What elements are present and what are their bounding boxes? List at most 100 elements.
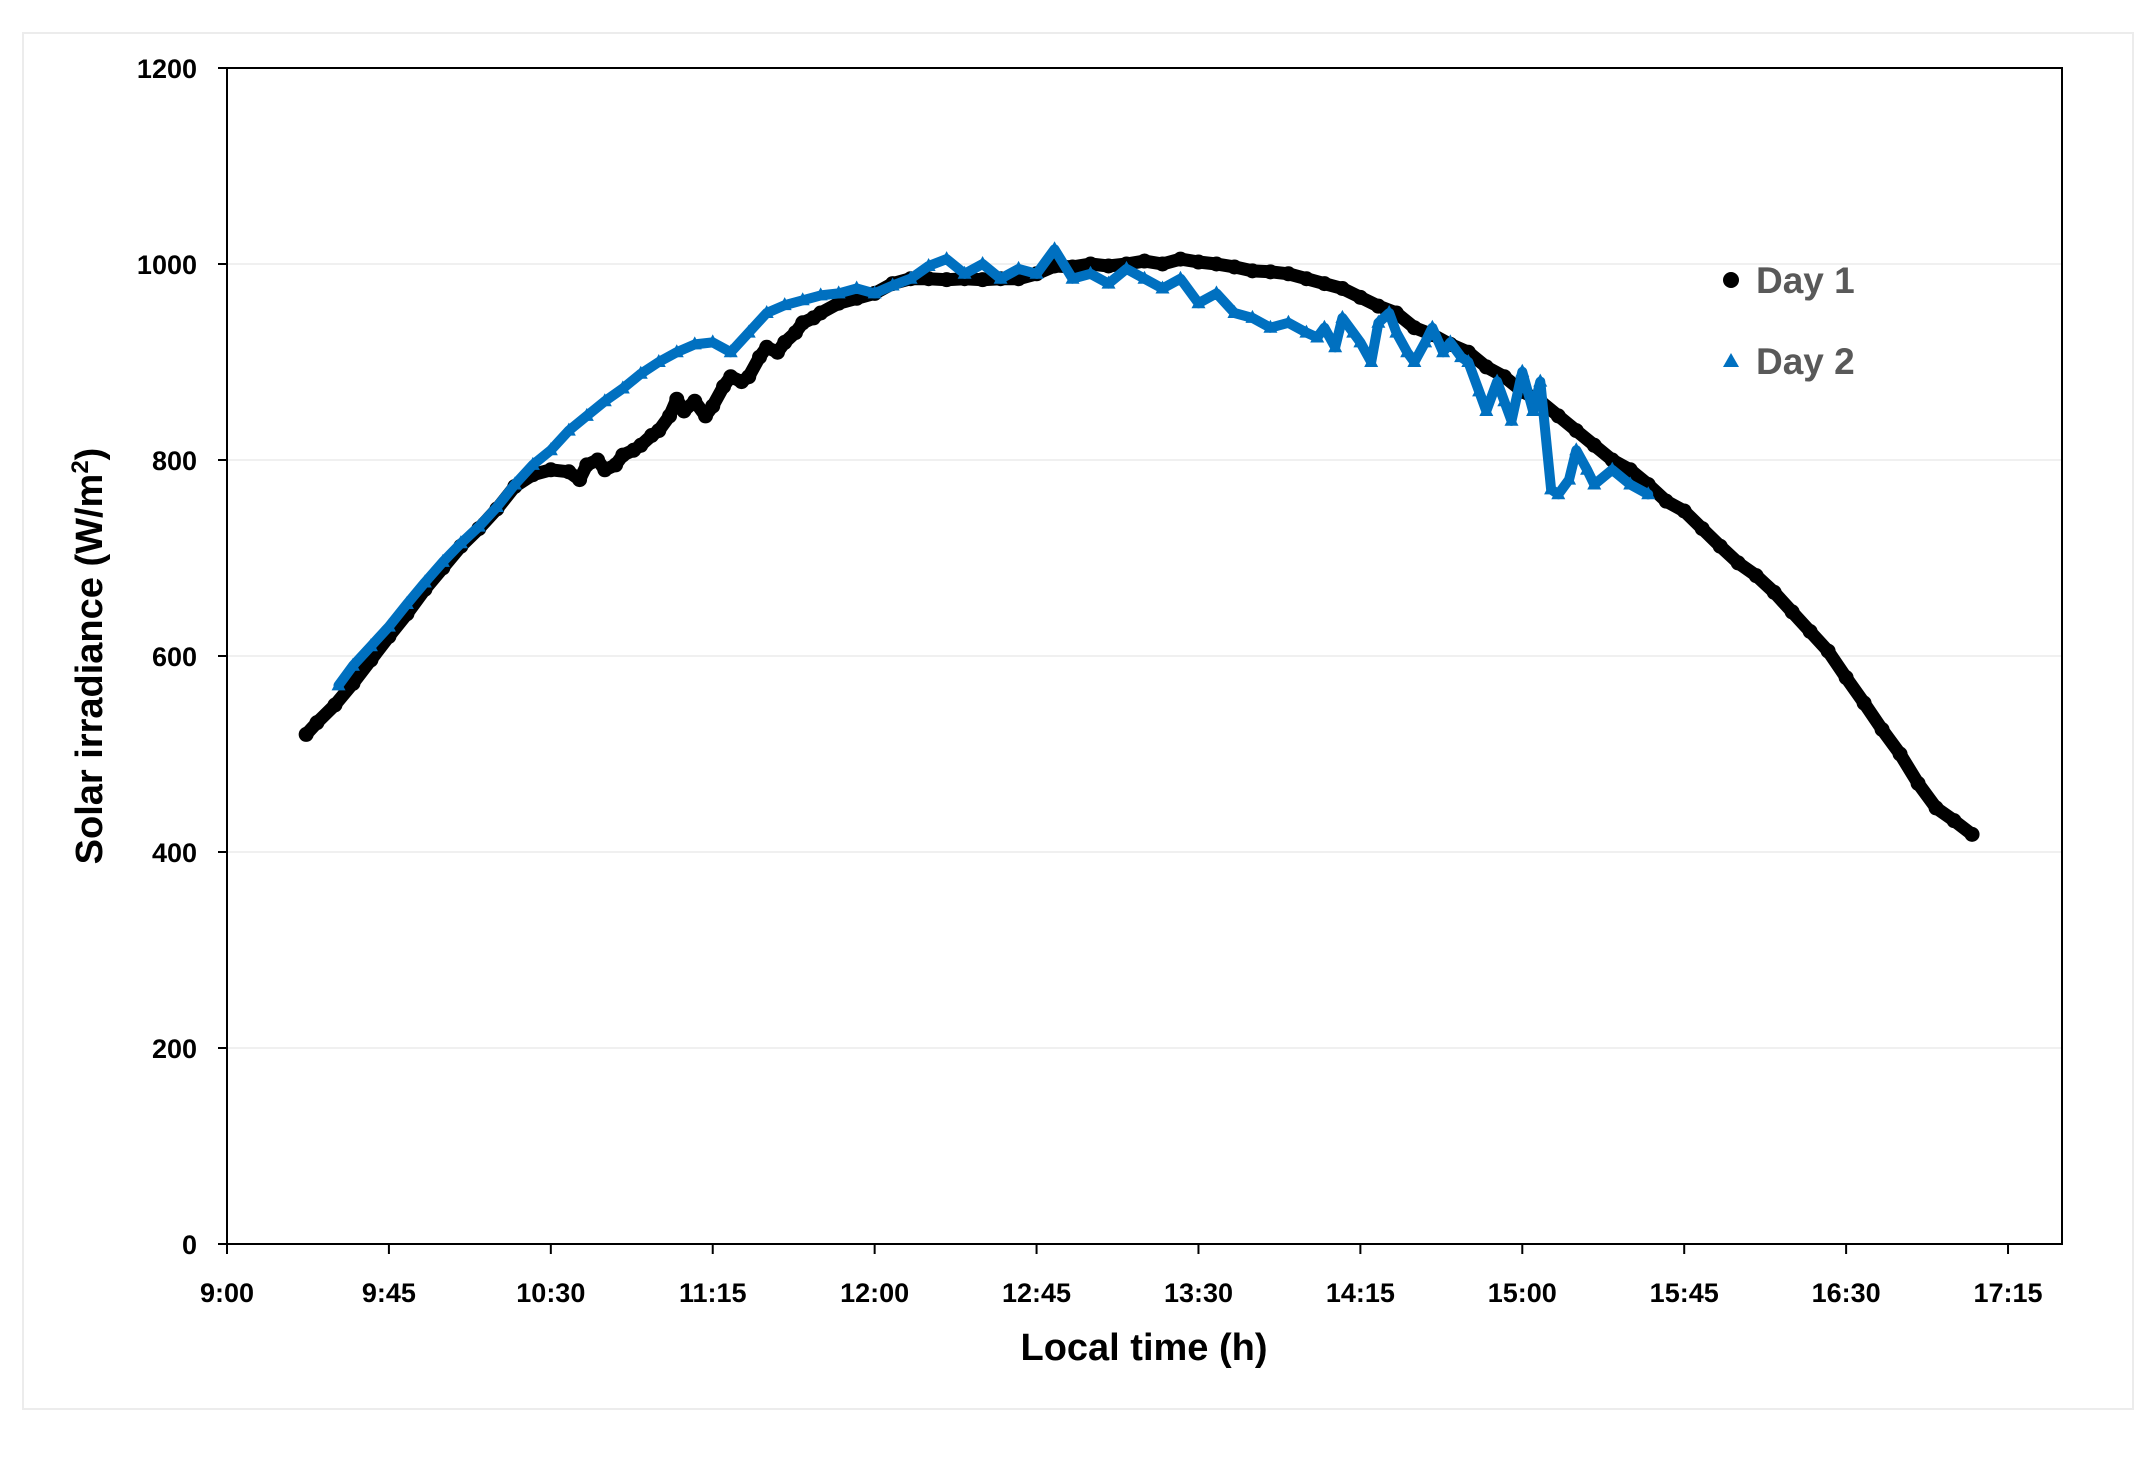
data-point <box>1461 354 1476 367</box>
data-point <box>1425 319 1440 333</box>
data-point <box>1874 722 1890 737</box>
y-tick-label: 400 <box>152 838 197 868</box>
data-point <box>1262 264 1278 280</box>
data-point <box>1568 423 1584 439</box>
data-point <box>1569 442 1584 456</box>
data-point <box>1245 309 1260 323</box>
data-point <box>1910 775 1926 791</box>
data-point <box>1784 604 1800 620</box>
data-point <box>759 305 774 318</box>
data-point <box>651 354 666 367</box>
data-point <box>572 472 588 488</box>
data-point <box>1604 452 1620 468</box>
y-tick-label: 1000 <box>137 250 197 280</box>
data-point <box>1766 584 1782 600</box>
data-point <box>1335 309 1350 323</box>
data-point <box>1083 256 1099 272</box>
data-point <box>849 280 864 294</box>
data-point <box>1838 670 1854 686</box>
legend-marker-day-2 <box>1723 353 1739 367</box>
data-point <box>662 408 678 424</box>
data-point <box>1154 256 1170 272</box>
data-point <box>669 391 685 407</box>
y-axis-title-main: Solar irradiance (W/m <box>69 474 111 865</box>
data-point <box>399 596 414 610</box>
data-point <box>669 344 684 358</box>
x-tick-label: 11:15 <box>679 1278 747 1308</box>
data-point <box>1406 320 1422 336</box>
data-point <box>687 393 703 409</box>
data-point <box>741 369 757 385</box>
series-day-2 <box>331 241 1656 691</box>
data-point <box>1011 260 1026 274</box>
data-point <box>1281 314 1296 328</box>
data-point <box>741 324 756 338</box>
x-tick-label: 12:45 <box>1002 1278 1071 1308</box>
data-point <box>1856 695 1872 711</box>
data-point <box>1244 263 1260 279</box>
series-layer <box>298 241 1980 842</box>
tick-labels: 0 200 400 600 800 1000 1200 9:00 9:45 10:30 11:15 1… <box>137 54 2043 1308</box>
data-point <box>1191 295 1206 309</box>
data-point <box>939 251 954 265</box>
data-point <box>1173 270 1188 284</box>
data-point <box>1047 241 1062 255</box>
data-point <box>1263 319 1278 333</box>
data-point <box>561 464 577 480</box>
data-point <box>1226 259 1242 275</box>
y-axis-title-superscript: 2 <box>67 460 94 473</box>
data-point <box>1694 521 1710 537</box>
data-point <box>1389 324 1404 338</box>
data-point <box>1551 486 1566 500</box>
data-point <box>1227 305 1242 318</box>
data-point <box>813 305 829 321</box>
data-point <box>597 393 612 407</box>
data-point <box>1802 624 1818 639</box>
data-point <box>676 403 692 419</box>
data-point <box>1454 349 1469 363</box>
data-point <box>651 423 667 439</box>
data-point <box>1280 266 1296 282</box>
data-point <box>1964 826 1980 842</box>
data-point <box>993 270 1008 284</box>
data-point <box>1892 746 1908 762</box>
data-point <box>345 657 360 671</box>
data-point <box>1299 324 1314 338</box>
data-point <box>975 256 990 269</box>
data-point <box>1712 538 1728 554</box>
data-point <box>309 715 325 731</box>
x-tick-label: 17:15 <box>1973 1278 2042 1308</box>
data-point <box>1353 334 1368 348</box>
data-point <box>939 272 955 288</box>
data-point <box>1065 270 1080 284</box>
data-point <box>1400 344 1415 358</box>
data-point <box>1101 258 1117 274</box>
data-point <box>435 553 450 567</box>
data-point <box>1748 568 1764 584</box>
data-point <box>471 518 486 532</box>
data-point <box>1946 813 1962 829</box>
data-point <box>1083 265 1098 279</box>
data-point <box>777 334 793 350</box>
data-point <box>1407 354 1422 367</box>
data-point <box>1298 271 1314 287</box>
data-point <box>1820 643 1836 659</box>
data-point <box>1418 334 1433 348</box>
data-point <box>453 535 468 549</box>
x-tick-label: 16:30 <box>1812 1278 1881 1308</box>
data-point <box>1328 339 1343 353</box>
data-point <box>615 380 630 394</box>
data-point <box>777 297 792 311</box>
data-point <box>957 265 972 279</box>
data-point <box>1641 486 1656 500</box>
data-point <box>633 437 649 453</box>
data-point <box>1316 276 1332 292</box>
data-point <box>1497 393 1512 407</box>
data-point <box>1334 281 1350 296</box>
data-point <box>1515 363 1530 377</box>
data-point <box>1490 373 1505 387</box>
x-tick-label: 9:45 <box>362 1278 416 1308</box>
data-point <box>1346 324 1361 338</box>
x-tick-label: 10:30 <box>516 1278 585 1308</box>
